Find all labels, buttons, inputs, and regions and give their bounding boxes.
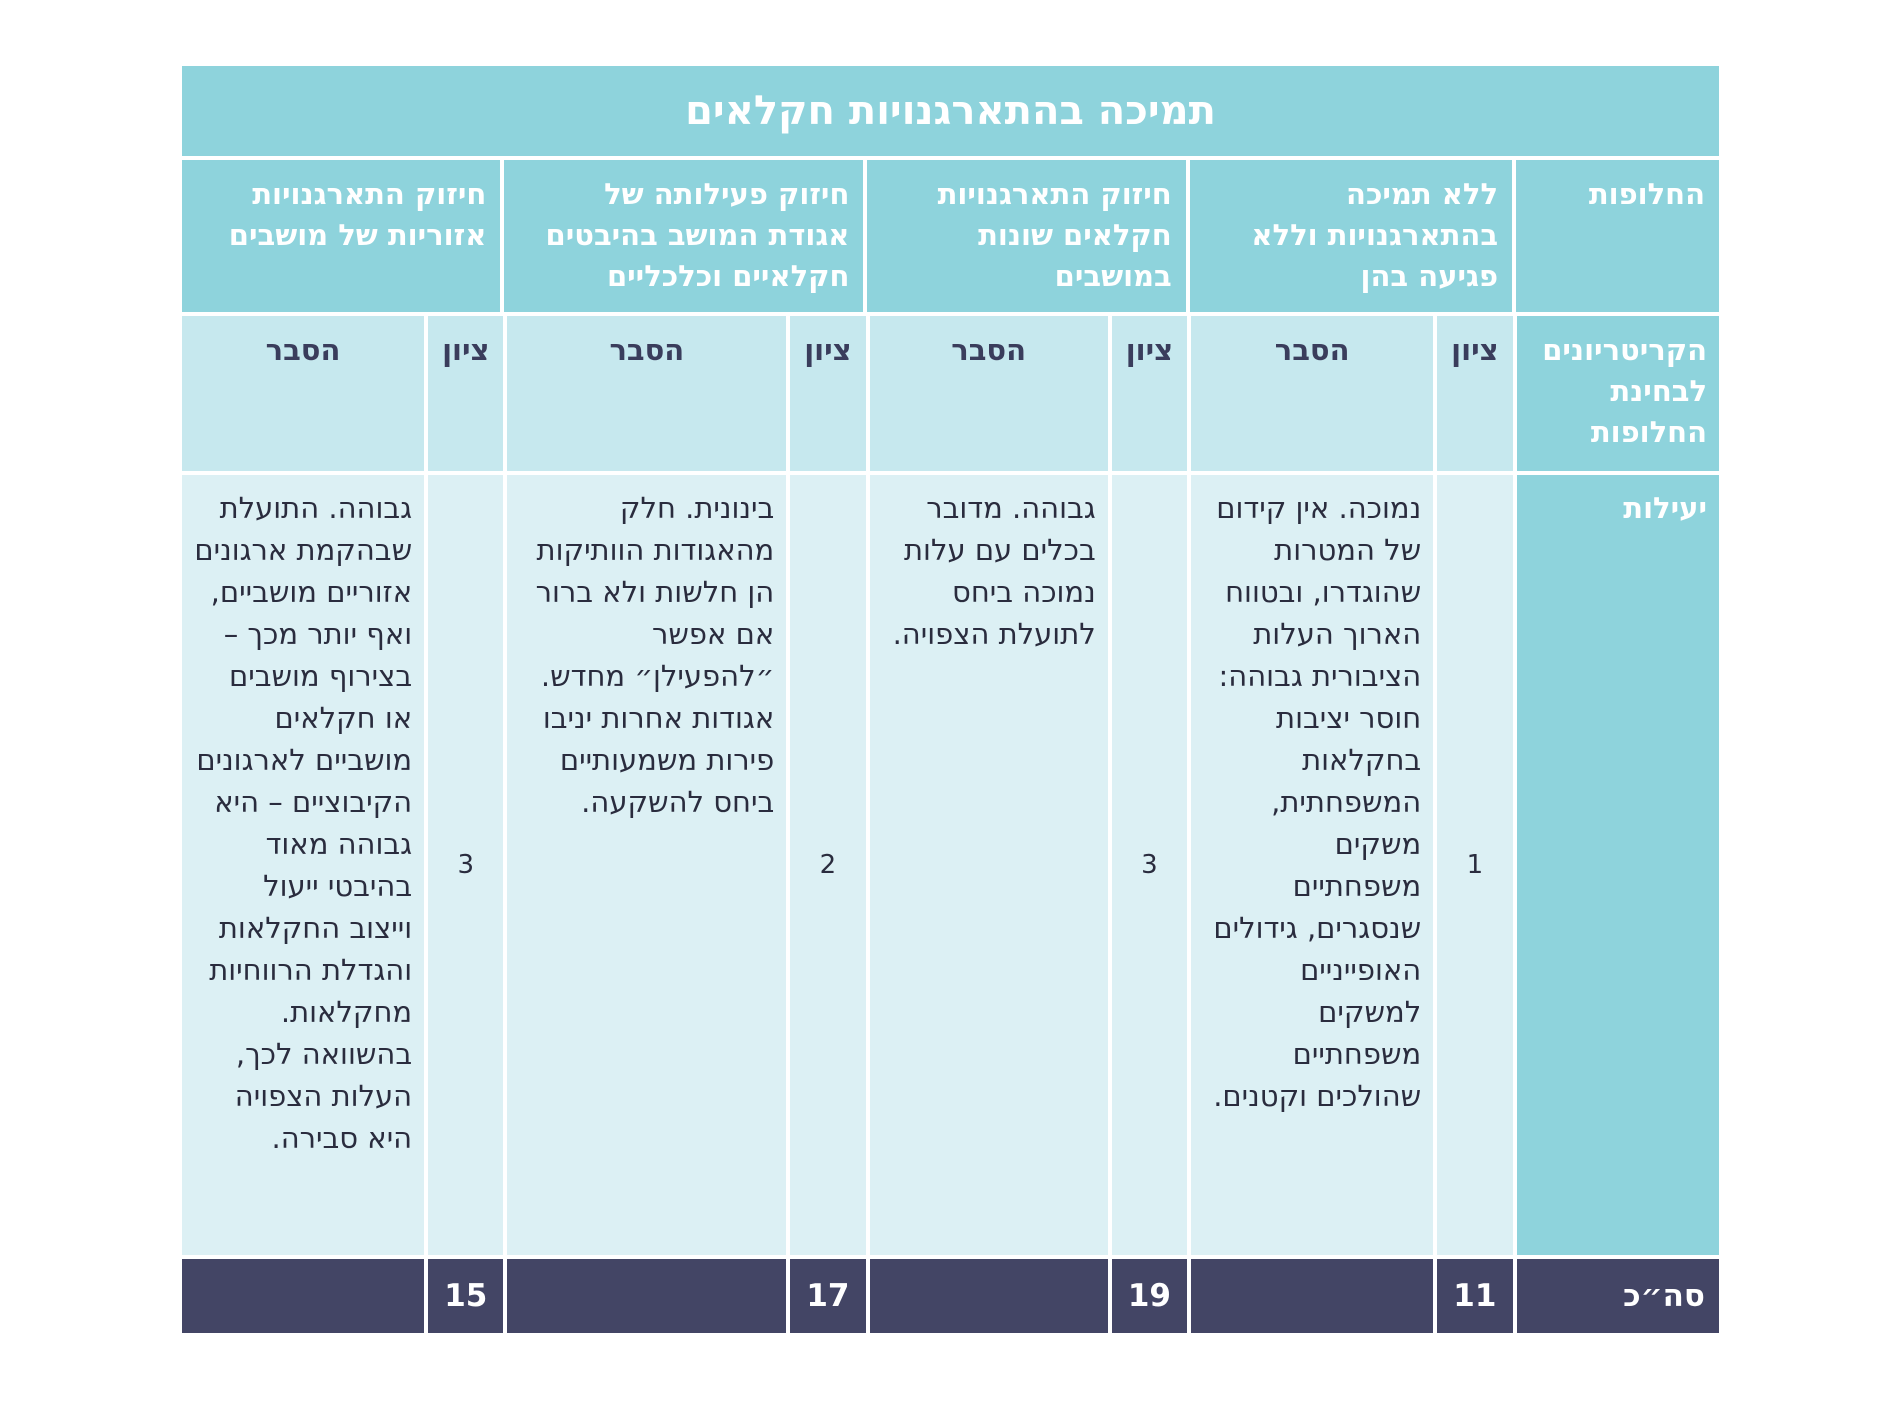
score-header-4: ציון xyxy=(428,316,504,471)
score-cell-4: 3 xyxy=(428,475,504,1255)
explanation-cell-2: גבוהה. מדובר בכלים עם עלות נמוכה ביחס לת… xyxy=(869,475,1108,1255)
total-score-3: 17 xyxy=(790,1259,866,1333)
alternative-3-header: חיזוק פעילותה של אגודת המושב בהיבטים חקל… xyxy=(504,160,864,312)
score-cell-2: 3 xyxy=(1111,475,1188,1255)
total-label: סה״כ xyxy=(1516,1259,1719,1333)
explanation-cell-4: גבוהה. התועלת שבהקמת ארגונים אזוריים מוש… xyxy=(182,475,425,1255)
explanation-cell-1: נמוכה. אין קידום של המטרות שהוגדרו, ובטו… xyxy=(1191,475,1434,1255)
total-empty-2 xyxy=(869,1259,1108,1333)
table-title: תמיכה בהתארגנויות חקלאים xyxy=(182,66,1719,156)
total-row: סה״כ 11 19 17 15 xyxy=(181,1259,1719,1333)
alternatives-label: החלופות xyxy=(1516,160,1719,312)
explanation-header-2: הסבר xyxy=(869,316,1108,471)
score-header-1: ציון xyxy=(1437,316,1513,471)
criterion-row: יעילות 1 נמוכה. אין קידום של המטרות שהוג… xyxy=(182,475,1719,1255)
total-empty-3 xyxy=(507,1259,787,1333)
score-cell-3: 2 xyxy=(790,475,866,1255)
explanation-header-1: הסבר xyxy=(1191,316,1434,471)
score-cell-1: 1 xyxy=(1437,475,1513,1255)
total-score-2: 19 xyxy=(1111,1259,1188,1333)
explanation-header-3: הסבר xyxy=(507,316,787,471)
total-empty-1 xyxy=(1191,1259,1434,1333)
criteria-label: הקריטריונים לבחינת החלופות xyxy=(1516,316,1719,471)
alternatives-row: החלופות ללא תמיכה בהתארגנויות וללא פגיעה… xyxy=(182,160,1719,312)
alternative-4-header: חיזוק התארגנויות אזוריות של מושבים xyxy=(182,160,501,312)
total-empty-4 xyxy=(181,1259,425,1333)
alternative-1-header: ללא תמיכה בהתארגנויות וללא פגיעה בהן xyxy=(1189,160,1513,312)
alternatives-table: תמיכה בהתארגנויות חקלאים החלופות ללא תמי… xyxy=(181,66,1719,1333)
alternative-2-header: חיזוק התארגנויות חקלאים שונות במושבים xyxy=(867,160,1186,312)
score-header-3: ציון xyxy=(790,316,866,471)
score-header-2: ציון xyxy=(1111,316,1188,471)
total-score-1: 11 xyxy=(1437,1259,1513,1333)
criterion-name: יעילות xyxy=(1516,475,1719,1255)
explanation-cell-3: בינונית. חלק מהאגודות הוותיקות הן חלשות … xyxy=(507,475,787,1255)
subheader-row: הקריטריונים לבחינת החלופות ציון הסבר ציו… xyxy=(182,316,1719,471)
explanation-header-4: הסבר xyxy=(182,316,425,471)
total-score-4: 15 xyxy=(428,1259,504,1333)
